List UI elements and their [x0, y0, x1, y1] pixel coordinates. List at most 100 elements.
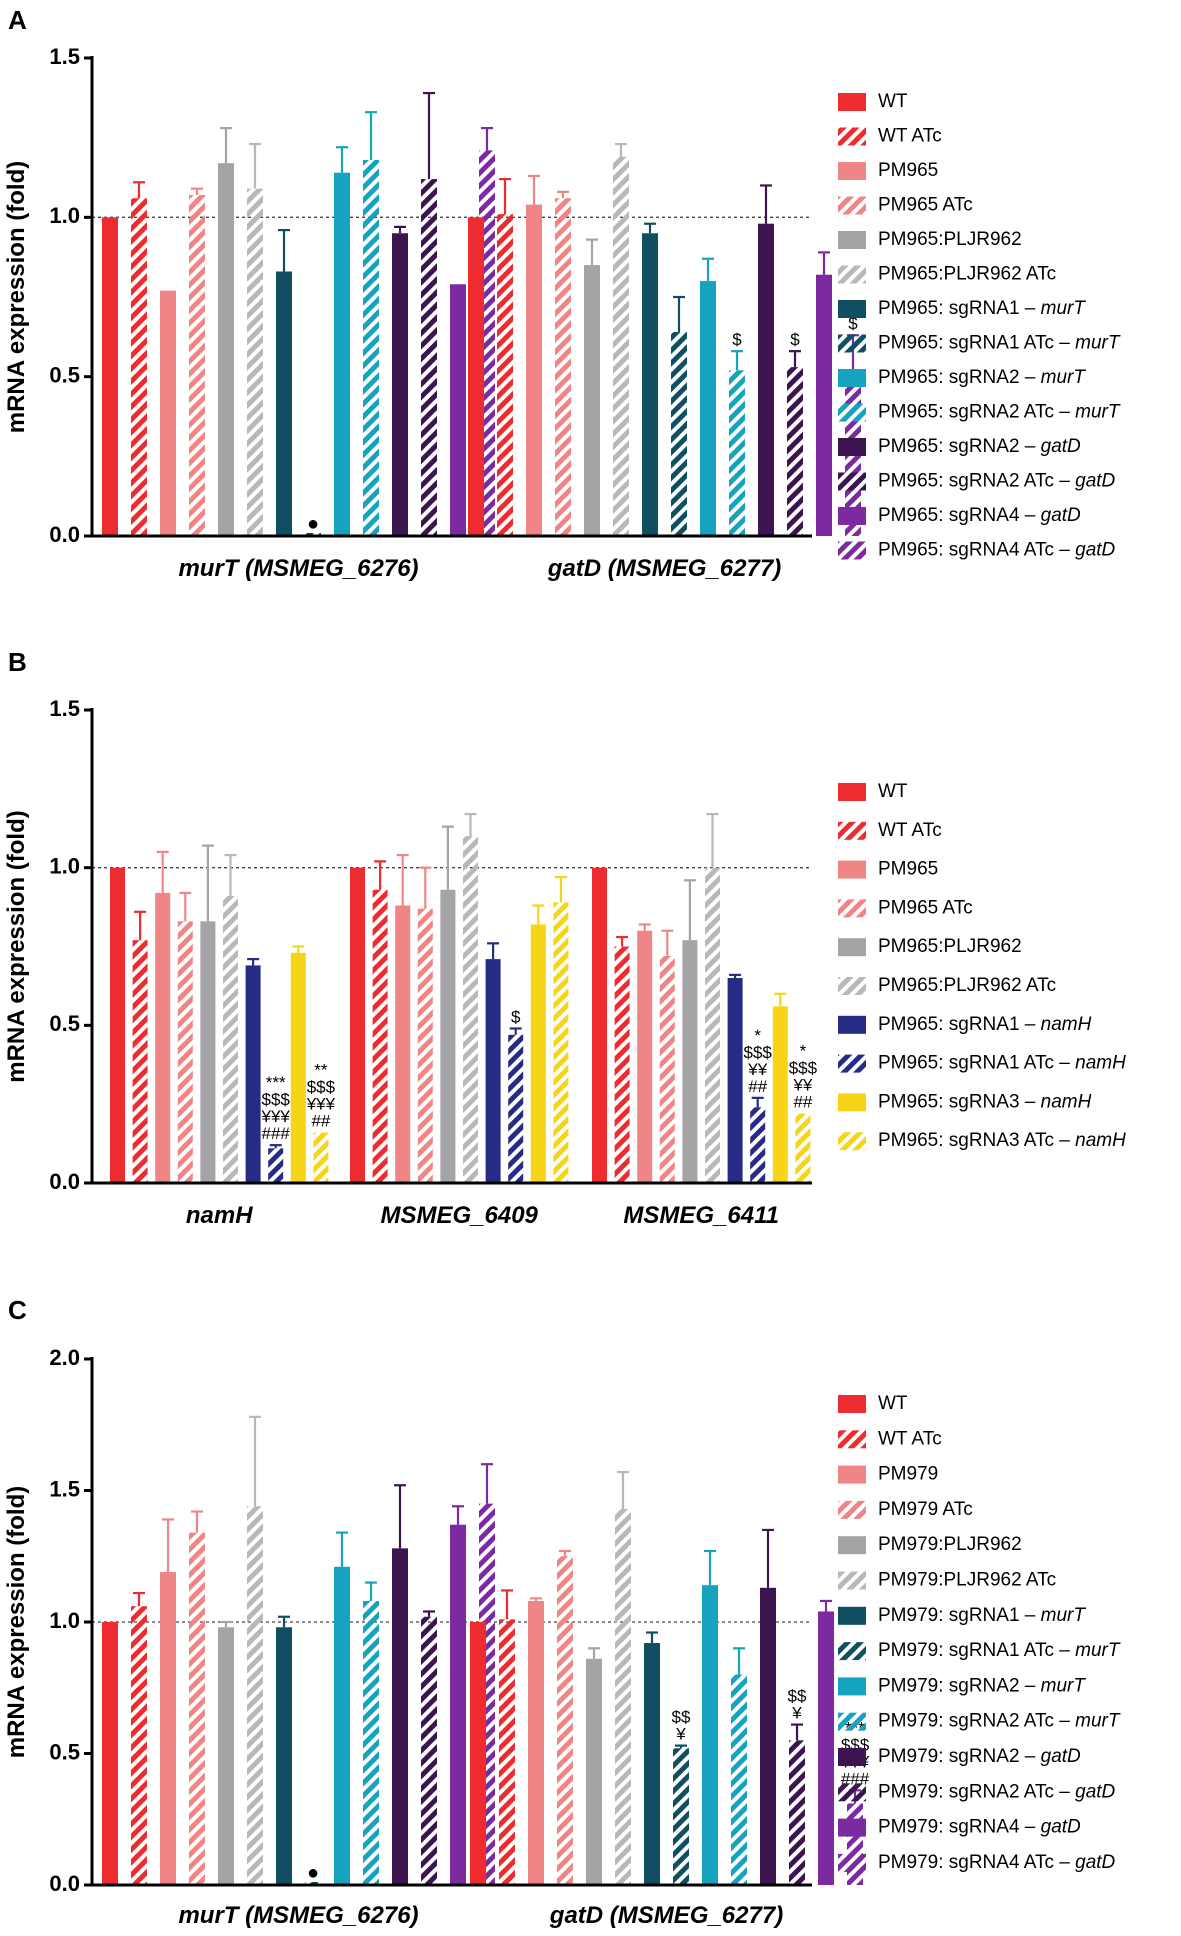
legend-label: PM965: sgRNA4 ATc – gatD — [878, 540, 1116, 561]
bar-c-g0-s3 — [189, 1532, 205, 1885]
bar-a-g0-s4 — [218, 163, 234, 536]
legend-swatch — [838, 231, 866, 249]
y-tick-label: 0.0 — [49, 522, 80, 547]
legend-swatch — [838, 196, 866, 215]
legend-swatch — [838, 977, 866, 995]
bar-c-g1-s6 — [644, 1643, 660, 1885]
bar-c-g1-s12 — [818, 1611, 834, 1885]
legend-label: PM979: sgRNA4 ATc – gatD — [878, 1852, 1116, 1873]
significance-annotation: $$ ¥ — [672, 1708, 691, 1744]
bar-c-g1-s7 — [673, 1748, 689, 1885]
bar-b-g1-s9 — [553, 902, 569, 1183]
legend-label: PM979:PLJR962 ATc — [878, 1570, 1056, 1591]
bar-b-g1-s7 — [508, 1034, 524, 1183]
bar-b-g0-s2 — [155, 892, 171, 1183]
legend-label: PM979: sgRNA1 – murT — [878, 1605, 1086, 1626]
bar-b-g2-s0 — [592, 867, 607, 1183]
y-tick-label: 1.5 — [49, 44, 80, 69]
legend-label: PM965: sgRNA1 – murT — [878, 298, 1086, 319]
bar-c-g0-s1 — [131, 1606, 147, 1885]
legend-label: PM965 — [878, 859, 938, 880]
bar-b-g1-s3 — [417, 908, 433, 1183]
bar-a-g1-s7 — [671, 332, 687, 536]
group-label: MSMEG_6409 — [380, 1202, 538, 1229]
legend-swatch — [838, 472, 866, 491]
y-axis-label: mRNA expression (fold) — [3, 1486, 30, 1758]
legend-swatch — [838, 821, 866, 840]
bar-c-g1-s9 — [731, 1674, 747, 1885]
bar-a-g0-s3 — [189, 195, 205, 536]
legend-swatch — [838, 1430, 866, 1449]
bar-b-g2-s2 — [637, 930, 653, 1183]
significance-annotation: ** $$$ ¥¥¥ ## — [306, 1061, 336, 1131]
bar-a-g0-s11 — [421, 179, 437, 537]
bar-a-g1-s10 — [758, 223, 774, 536]
bar-b-g2-s1 — [614, 946, 630, 1183]
y-tick-label: 1.5 — [49, 1476, 80, 1501]
bar-c-g1-s10 — [760, 1587, 776, 1885]
legend-swatch — [838, 1500, 866, 1519]
legend-label: PM979: sgRNA2 – murT — [878, 1675, 1086, 1696]
y-tick-label: 0.5 — [49, 1739, 80, 1764]
bar-a-g1-s12 — [816, 274, 832, 536]
bar-b-g1-s6 — [485, 959, 501, 1183]
legend-label: PM979: sgRNA1 ATc – murT — [878, 1640, 1121, 1661]
bar-c-g1-s3 — [557, 1556, 573, 1885]
legend-label: PM979: sgRNA4 – gatD — [878, 1817, 1081, 1838]
legend-swatch — [838, 369, 866, 387]
bar-c-g1-s1 — [499, 1619, 515, 1885]
significance-annotation: $ — [511, 1007, 521, 1026]
bar-b-g1-s0 — [350, 867, 365, 1183]
legend-swatch — [838, 1571, 866, 1590]
significance-annotation: $$ ¥ — [788, 1687, 807, 1723]
bar-b-g2-s7 — [750, 1107, 766, 1183]
bar-b-g2-s6 — [727, 978, 743, 1183]
significance-annotation: * $$$ ¥¥ ## — [789, 1042, 818, 1112]
significance-annotation: ***$$$¥¥¥### — [261, 1073, 291, 1143]
bar-c-g0-s10 — [392, 1548, 408, 1885]
bar-a-g0-s6 — [276, 271, 292, 536]
bar-a-g0-s10 — [392, 233, 408, 536]
legend-label: PM965: sgRNA3 ATc – namH — [878, 1130, 1126, 1151]
legend-label: PM965: sgRNA2 ATc – murT — [878, 402, 1121, 423]
legend-label: PM965:PLJR962 — [878, 936, 1022, 957]
bar-b-g2-s3 — [659, 955, 675, 1183]
bar-b-g0-s0 — [110, 867, 125, 1183]
legend-label: PM965: sgRNA2 ATc – gatD — [878, 471, 1116, 492]
legend-swatch — [838, 783, 866, 801]
legend-swatch — [838, 1677, 866, 1696]
bar-c-g1-s13 — [847, 1803, 863, 1885]
y-tick-label: 1.0 — [49, 1608, 80, 1633]
legend-swatch — [838, 1853, 866, 1872]
legend-label: PM979 ATc — [878, 1499, 973, 1520]
legend-label: PM965:PLJR962 ATc — [878, 264, 1056, 285]
legend-label: PM979:PLJR962 — [878, 1534, 1022, 1555]
legend-swatch — [838, 1818, 866, 1837]
bar-b-g0-s1 — [132, 940, 148, 1183]
legend-label: PM979 — [878, 1464, 938, 1485]
legend-swatch — [838, 860, 866, 879]
legend-swatch — [838, 1395, 866, 1413]
legend-label: PM965: sgRNA2 – murT — [878, 367, 1086, 388]
bar-c-g1-s11 — [789, 1740, 805, 1885]
legend-label: PM965: sgRNA2 – gatD — [878, 436, 1081, 457]
bar-a-g0-s9 — [363, 159, 379, 536]
bar-b-g0-s8 — [290, 952, 306, 1183]
bar-b-g0-s6 — [245, 965, 261, 1183]
y-tick-label: 0.0 — [49, 1871, 80, 1896]
bar-b-g0-s3 — [177, 921, 193, 1183]
legend-label: PM979: sgRNA2 ATc – gatD — [878, 1781, 1116, 1802]
legend-swatch — [838, 334, 866, 353]
bar-a-g0-s2 — [160, 290, 176, 536]
y-tick-label: 0.5 — [49, 362, 80, 387]
bar-c-g0-s9 — [363, 1600, 379, 1885]
y-tick-label: 1.5 — [49, 696, 80, 721]
significance-annotation: ● — [307, 1862, 319, 1884]
significance-annotation: ● — [307, 513, 319, 535]
y-tick-label: 2.0 — [49, 1345, 80, 1370]
